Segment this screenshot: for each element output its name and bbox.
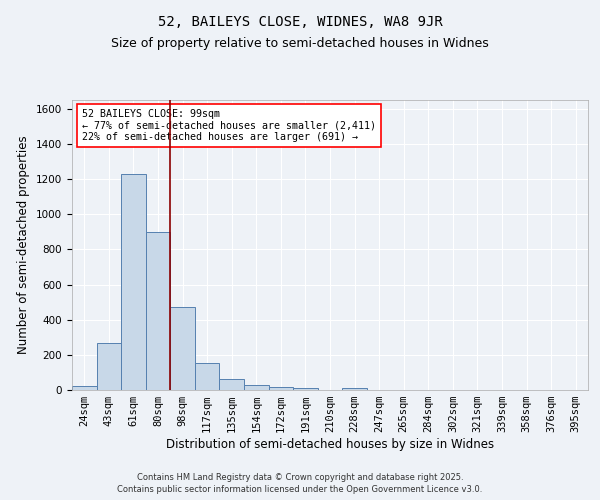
Bar [121,174,146,390]
Bar [72,386,97,390]
Bar [220,378,244,390]
Text: Contains HM Land Registry data © Crown copyright and database right 2025.: Contains HM Land Registry data © Crown c… [137,472,463,482]
Bar [342,388,367,390]
Text: Size of property relative to semi-detached houses in Widnes: Size of property relative to semi-detach… [111,38,489,51]
Text: 52, BAILEYS CLOSE, WIDNES, WA8 9JR: 52, BAILEYS CLOSE, WIDNES, WA8 9JR [158,15,442,29]
Bar [146,232,170,390]
Bar [97,344,121,390]
Y-axis label: Number of semi-detached properties: Number of semi-detached properties [17,136,31,354]
Bar [269,387,293,390]
X-axis label: Distribution of semi-detached houses by size in Widnes: Distribution of semi-detached houses by … [166,438,494,451]
Text: 52 BAILEYS CLOSE: 99sqm
← 77% of semi-detached houses are smaller (2,411)
22% of: 52 BAILEYS CLOSE: 99sqm ← 77% of semi-de… [82,108,376,142]
Bar [170,306,195,390]
Bar [293,388,318,390]
Bar [195,364,220,390]
Bar [244,385,269,390]
Text: Contains public sector information licensed under the Open Government Licence v3: Contains public sector information licen… [118,485,482,494]
